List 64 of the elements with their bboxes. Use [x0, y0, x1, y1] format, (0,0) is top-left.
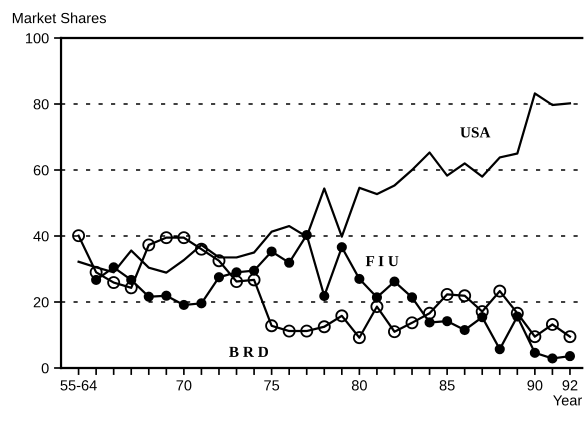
point	[336, 242, 347, 252]
x-tick-label: 80	[352, 380, 367, 391]
point	[352, 331, 366, 344]
point	[124, 281, 138, 294]
point	[442, 316, 452, 326]
y-tick-label: 100	[26, 33, 49, 44]
point	[161, 290, 172, 301]
x-tick-label: 70	[176, 380, 192, 391]
x-tick-label: 55-64	[60, 380, 97, 391]
point	[178, 300, 189, 310]
series-label: F I U	[366, 256, 398, 266]
point	[388, 325, 401, 338]
point	[318, 320, 331, 334]
point	[354, 274, 364, 284]
point	[300, 324, 314, 338]
point	[266, 246, 277, 257]
y-tick-label: 20	[34, 297, 49, 308]
y-tick-label: 40	[33, 231, 49, 242]
point	[546, 318, 559, 331]
point	[530, 348, 540, 358]
x-tick-label: 75	[264, 380, 280, 391]
y-tick-label: 0	[42, 363, 49, 374]
point	[547, 353, 558, 364]
point	[212, 254, 226, 268]
point	[248, 273, 261, 286]
y-tick-label: 80	[34, 99, 49, 110]
point	[144, 292, 154, 302]
point	[335, 309, 348, 322]
series-label: USA	[460, 127, 490, 138]
x-axis-title: Year	[553, 395, 582, 406]
point	[528, 330, 542, 344]
point	[493, 284, 506, 298]
point	[72, 229, 86, 242]
point	[564, 330, 576, 344]
point	[194, 242, 208, 256]
point	[142, 238, 156, 252]
point	[458, 289, 472, 302]
point	[406, 316, 418, 330]
point	[494, 344, 505, 354]
point	[160, 231, 173, 244]
point	[370, 300, 384, 314]
point	[282, 324, 296, 338]
point	[406, 292, 418, 302]
x-tick-label: 92	[562, 380, 578, 391]
point	[389, 276, 400, 287]
point	[196, 298, 206, 308]
y-axis-title: Market Shares	[12, 12, 106, 24]
point	[107, 276, 120, 289]
series-label: B R D	[229, 346, 268, 357]
point	[214, 272, 224, 282]
x-tick-label: 90	[527, 380, 542, 391]
point	[230, 275, 243, 288]
y-tick-label: 60	[34, 165, 49, 176]
point	[460, 324, 470, 336]
point	[319, 290, 330, 302]
point	[265, 319, 278, 332]
point	[108, 262, 119, 272]
point	[177, 231, 190, 244]
point	[302, 230, 312, 240]
point	[423, 306, 436, 320]
point	[564, 351, 576, 362]
point	[440, 288, 454, 301]
x-tick-label: 85	[440, 380, 455, 391]
point	[284, 258, 294, 268]
